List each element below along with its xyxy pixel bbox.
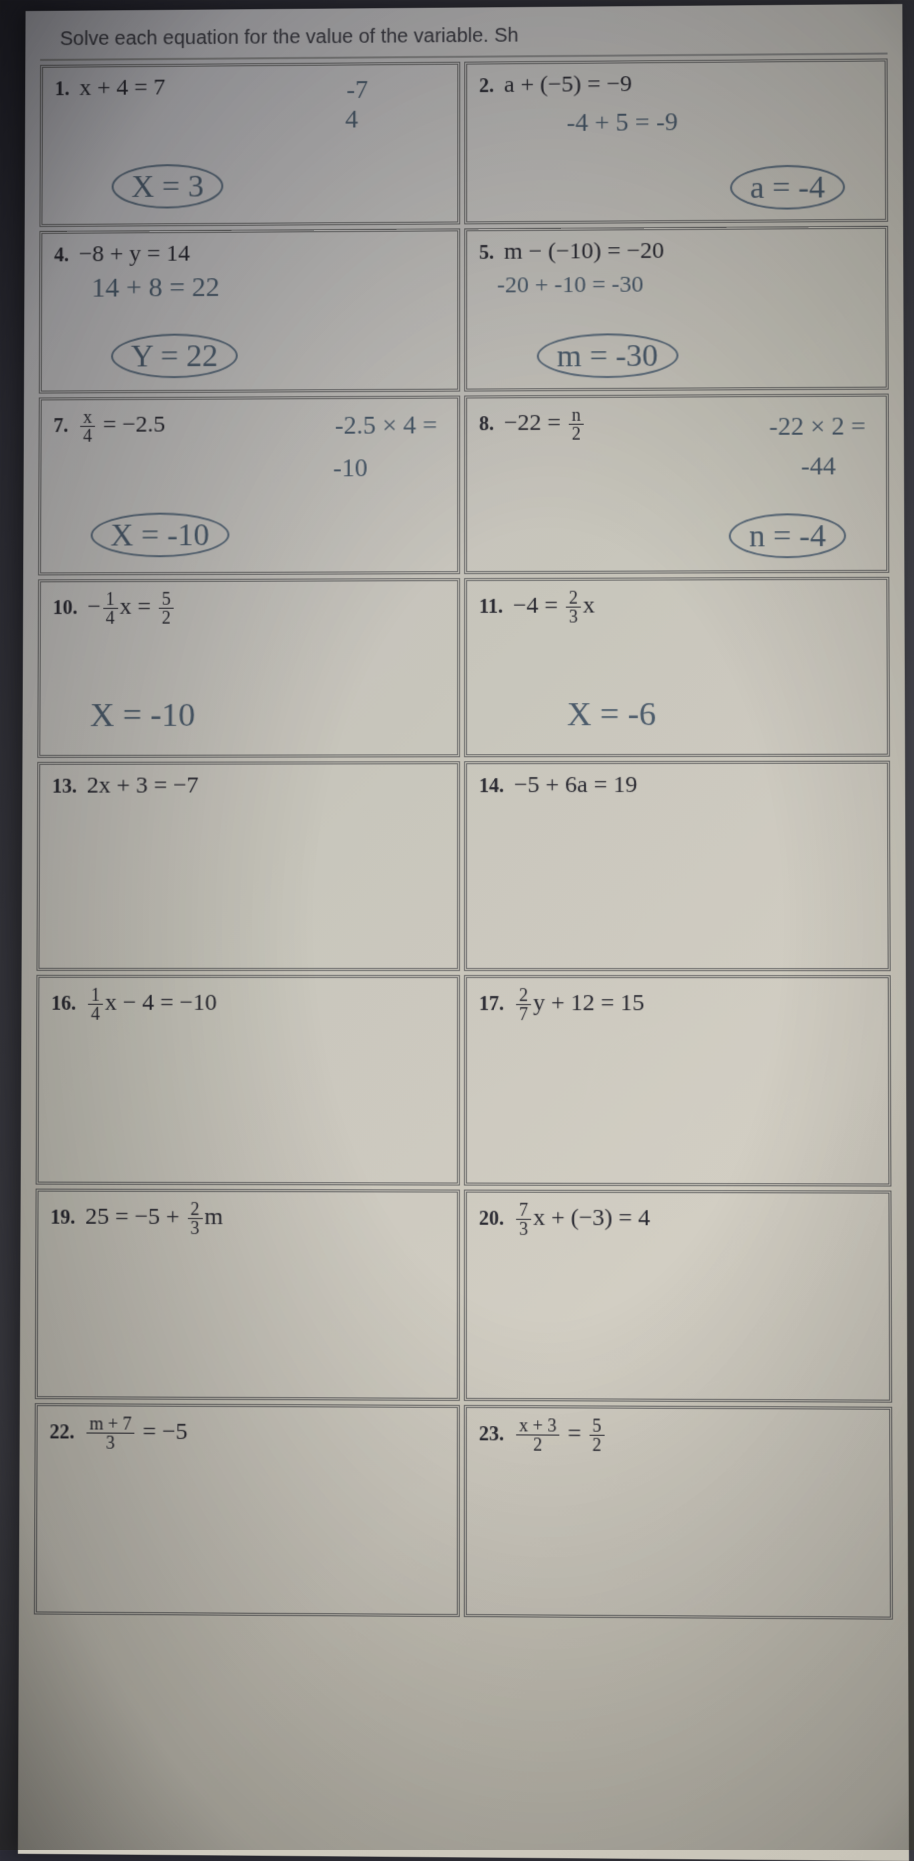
problem-number: 11. xyxy=(479,596,503,618)
problem-number: 1. xyxy=(55,78,70,100)
problem-grid: 1. x + 4 = 7 -7 4 X = 3 2. a + (−5) = −9… xyxy=(34,58,893,1619)
fraction: 23 xyxy=(566,589,581,626)
problem-number: 10. xyxy=(53,597,78,619)
problem-equation: m − (−10) = −20 xyxy=(504,238,664,265)
fraction: 73 xyxy=(516,1201,531,1238)
problem-number: 14. xyxy=(479,775,504,797)
cell-13: 13. 2x + 3 = −7 xyxy=(36,761,460,971)
student-answer: X = -10 xyxy=(90,697,195,735)
student-answer: Y = 22 xyxy=(111,333,238,378)
problem-equation: −22 = n2 xyxy=(504,410,586,436)
cell-22: 22. m + 73 = −5 xyxy=(34,1403,460,1617)
fraction: x4 xyxy=(80,408,95,445)
cell-4: 4. −8 + y = 14 14 + 8 = 22 Y = 22 xyxy=(39,228,460,393)
problem-number: 23. xyxy=(479,1423,504,1445)
cell-5: 5. m − (−10) = −20 -20 + -10 = -30 m = -… xyxy=(464,226,889,392)
fraction: n2 xyxy=(569,406,584,443)
student-work: -44 xyxy=(801,451,836,481)
cell-20: 20. 73x + (−3) = 4 xyxy=(464,1190,892,1403)
cell-14: 14. −5 + 6a = 19 xyxy=(464,761,891,972)
cell-16: 16. 14x − 4 = −10 xyxy=(36,975,460,1186)
fraction: 52 xyxy=(159,590,174,627)
cell-17: 17. 27y + 12 = 15 xyxy=(464,975,892,1187)
fraction: 52 xyxy=(589,1417,604,1454)
problem-equation: m + 73 = −5 xyxy=(84,1418,187,1445)
instruction-text: Solve each equation for the value of the… xyxy=(40,14,887,61)
problem-equation: −14x = 52 xyxy=(87,594,175,620)
student-work: 14 + 8 = 22 xyxy=(91,272,219,304)
problem-equation: 27y + 12 = 15 xyxy=(514,990,644,1016)
cell-11: 11. −4 = 23x X = -6 xyxy=(464,577,890,757)
student-work: -20 + -10 = -30 xyxy=(497,272,643,300)
problem-equation: −8 + y = 14 xyxy=(79,241,190,267)
student-work: 4 xyxy=(345,105,358,135)
cell-7: 7. x4 = −2.5 -2.5 × 4 = -10 X = -10 xyxy=(38,396,460,576)
problem-number: 13. xyxy=(52,776,77,798)
cell-10: 10. −14x = 52 X = -10 xyxy=(37,578,460,758)
problem-equation: 73x + (−3) = 4 xyxy=(514,1205,650,1232)
problem-number: 7. xyxy=(53,415,68,437)
problem-number: 2. xyxy=(479,75,494,97)
student-answer: X = 3 xyxy=(112,164,224,209)
problem-number: 22. xyxy=(50,1421,75,1443)
problem-equation: −4 = 23x xyxy=(513,593,595,619)
problem-equation: x + 4 = 7 xyxy=(79,75,165,101)
problem-number: 16. xyxy=(51,993,76,1015)
problem-equation: −5 + 6a = 19 xyxy=(514,772,637,798)
problem-number: 5. xyxy=(479,242,494,264)
problem-equation: a + (−5) = −9 xyxy=(504,71,632,98)
fraction: 14 xyxy=(103,590,118,627)
problem-equation: 25 = −5 + 23m xyxy=(85,1204,223,1230)
fraction: 14 xyxy=(88,986,103,1023)
cell-23: 23. x + 32 = 52 xyxy=(464,1405,893,1620)
fraction: 23 xyxy=(187,1200,202,1237)
cell-1: 1. x + 4 = 7 -7 4 X = 3 xyxy=(39,62,460,227)
student-answer: X = -6 xyxy=(567,696,656,734)
student-answer: X = -10 xyxy=(91,512,230,557)
cell-2: 2. a + (−5) = −9 -4 + 5 = -9 a = -4 xyxy=(464,58,888,224)
problem-number: 4. xyxy=(54,245,69,267)
cell-19: 19. 25 = −5 + 23m xyxy=(35,1189,460,1401)
student-answer: a = -4 xyxy=(730,165,845,210)
student-answer: n = -4 xyxy=(729,513,846,558)
problem-equation: 2x + 3 = −7 xyxy=(87,773,199,799)
student-work: -10 xyxy=(333,453,367,483)
student-answer: m = -30 xyxy=(537,333,678,378)
problem-equation: 14x − 4 = −10 xyxy=(86,990,217,1016)
problem-number: 8. xyxy=(479,413,494,435)
student-work: -7 xyxy=(347,75,369,105)
cell-8: 8. −22 = n2 -22 × 2 = -44 n = -4 xyxy=(464,394,889,575)
student-work: -4 + 5 = -9 xyxy=(567,107,678,137)
worksheet-page: Solve each equation for the value of the… xyxy=(18,4,909,1861)
student-work: -2.5 × 4 = xyxy=(335,411,437,441)
fraction: m + 73 xyxy=(86,1414,134,1451)
problem-equation: x + 32 = 52 xyxy=(514,1420,606,1447)
problem-number: 17. xyxy=(479,993,504,1015)
problem-equation: x4 = −2.5 xyxy=(78,412,165,438)
problem-number: 19. xyxy=(50,1207,75,1229)
fraction: 27 xyxy=(516,986,531,1023)
student-work: -22 × 2 = xyxy=(769,412,866,442)
problem-number: 20. xyxy=(479,1208,504,1230)
fraction: x + 32 xyxy=(516,1416,559,1454)
